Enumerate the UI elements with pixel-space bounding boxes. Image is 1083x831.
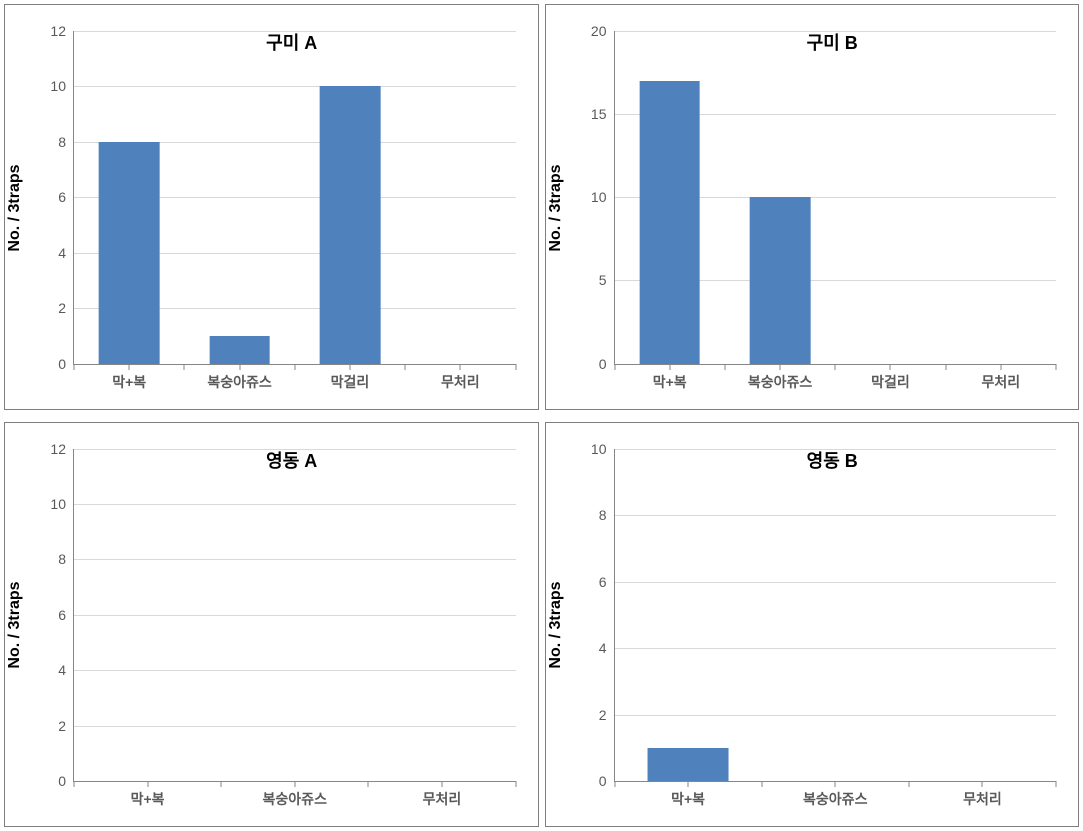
y-axis-label: No. / 3traps <box>547 582 565 669</box>
y-tick-label: 2 <box>58 718 66 734</box>
panel-yeongdong-a: 영동 A No. / 3traps 024681012막+복복숭아쥬스무처리 <box>4 422 539 828</box>
bars-layer <box>74 449 516 782</box>
x-tick-mark <box>761 781 762 787</box>
x-tick-mark <box>945 364 946 370</box>
y-axis-label: No. / 3traps <box>6 582 24 669</box>
x-tick-mark <box>221 781 222 787</box>
chart-area: 영동 A No. / 3traps 024681012막+복복숭아쥬스무처리 <box>17 433 526 819</box>
x-tick-mark <box>614 364 615 370</box>
panel-gumi-b: 구미 B No. / 3traps 05101520막+복복숭아쥬스막걸리무처리 <box>545 4 1080 410</box>
x-tick-mark <box>129 364 130 370</box>
x-tick-mark <box>1056 364 1057 370</box>
y-tick-label: 6 <box>58 189 66 205</box>
x-tick-mark <box>184 364 185 370</box>
y-tick-label: 0 <box>58 773 66 789</box>
x-tick-label: 무처리 <box>963 789 1002 809</box>
x-tick-mark <box>669 364 670 370</box>
x-tick-mark <box>74 781 75 787</box>
plot-region: 024681012막+복복숭아쥬스막걸리무처리 <box>73 31 516 365</box>
chart-area: 영동 B No. / 3traps 0246810막+복복숭아쥬스무처리 <box>558 433 1067 819</box>
y-tick-label: 8 <box>599 507 607 523</box>
x-tick-label: 막+복 <box>671 789 705 809</box>
y-tick-label: 6 <box>58 607 66 623</box>
y-tick-label: 8 <box>58 134 66 150</box>
x-tick-mark <box>239 364 240 370</box>
plot-region: 024681012막+복복숭아쥬스무처리 <box>73 449 516 783</box>
x-tick-mark <box>294 781 295 787</box>
y-tick-label: 0 <box>58 356 66 372</box>
y-tick-label: 4 <box>58 662 66 678</box>
panel-gumi-a: 구미 A No. / 3traps 024681012막+복복숭아쥬스막걸리무처… <box>4 4 539 410</box>
x-tick-mark <box>441 781 442 787</box>
x-tick-label: 무처리 <box>981 372 1020 392</box>
y-tick-label: 0 <box>599 356 607 372</box>
bars-layer <box>615 31 1057 364</box>
y-tick-label: 10 <box>591 441 607 457</box>
y-tick-label: 4 <box>58 245 66 261</box>
x-tick-label: 복숭아쥬스 <box>803 789 867 809</box>
y-tick-label: 4 <box>599 640 607 656</box>
bar <box>209 336 270 364</box>
x-tick-label: 막+복 <box>653 372 687 392</box>
bars-layer <box>615 449 1057 782</box>
x-tick-label: 막+복 <box>112 372 146 392</box>
x-tick-mark <box>368 781 369 787</box>
y-tick-label: 8 <box>58 551 66 567</box>
x-tick-mark <box>908 781 909 787</box>
x-tick-label: 막걸리 <box>331 372 370 392</box>
x-tick-mark <box>349 364 350 370</box>
x-tick-label: 무처리 <box>441 372 480 392</box>
x-tick-label: 복숭아쥬스 <box>748 372 812 392</box>
y-tick-label: 5 <box>599 272 607 288</box>
x-tick-label: 복숭아쥬스 <box>207 372 271 392</box>
plot-region: 05101520막+복복숭아쥬스막걸리무처리 <box>614 31 1057 365</box>
x-tick-mark <box>780 364 781 370</box>
y-tick-label: 6 <box>599 574 607 590</box>
x-tick-mark <box>74 364 75 370</box>
x-tick-mark <box>294 364 295 370</box>
bars-layer <box>74 31 516 364</box>
y-tick-label: 12 <box>50 23 66 39</box>
x-tick-mark <box>405 364 406 370</box>
y-tick-label: 10 <box>50 496 66 512</box>
x-tick-label: 막걸리 <box>871 372 910 392</box>
x-tick-mark <box>835 781 836 787</box>
y-tick-label: 20 <box>591 23 607 39</box>
x-tick-label: 무처리 <box>423 789 462 809</box>
chart-area: 구미 A No. / 3traps 024681012막+복복숭아쥬스막걸리무처… <box>17 15 526 401</box>
y-tick-label: 2 <box>599 707 607 723</box>
bar <box>99 142 160 364</box>
x-tick-mark <box>460 364 461 370</box>
y-tick-label: 2 <box>58 300 66 316</box>
bar <box>639 81 700 364</box>
x-tick-mark <box>1056 781 1057 787</box>
bar <box>320 86 381 363</box>
x-tick-mark <box>724 364 725 370</box>
x-tick-mark <box>147 781 148 787</box>
chart-area: 구미 B No. / 3traps 05101520막+복복숭아쥬스막걸리무처리 <box>558 15 1067 401</box>
x-tick-mark <box>982 781 983 787</box>
y-axis-label: No. / 3traps <box>6 164 24 251</box>
chart-grid: 구미 A No. / 3traps 024681012막+복복숭아쥬스막걸리무처… <box>0 0 1083 831</box>
y-tick-label: 15 <box>591 106 607 122</box>
panel-yeongdong-b: 영동 B No. / 3traps 0246810막+복복숭아쥬스무처리 <box>545 422 1080 828</box>
y-axis-label: No. / 3traps <box>547 164 565 251</box>
x-tick-mark <box>515 364 516 370</box>
x-tick-mark <box>614 781 615 787</box>
bar <box>648 748 729 781</box>
y-tick-label: 0 <box>599 773 607 789</box>
x-tick-label: 복숭아쥬스 <box>263 789 327 809</box>
x-tick-mark <box>835 364 836 370</box>
x-tick-label: 막+복 <box>131 789 165 809</box>
plot-region: 0246810막+복복숭아쥬스무처리 <box>614 449 1057 783</box>
x-tick-mark <box>890 364 891 370</box>
y-tick-label: 10 <box>50 78 66 94</box>
x-tick-mark <box>688 781 689 787</box>
y-tick-label: 10 <box>591 189 607 205</box>
x-tick-mark <box>515 781 516 787</box>
y-tick-label: 12 <box>50 441 66 457</box>
bar <box>750 197 811 363</box>
x-tick-mark <box>1000 364 1001 370</box>
